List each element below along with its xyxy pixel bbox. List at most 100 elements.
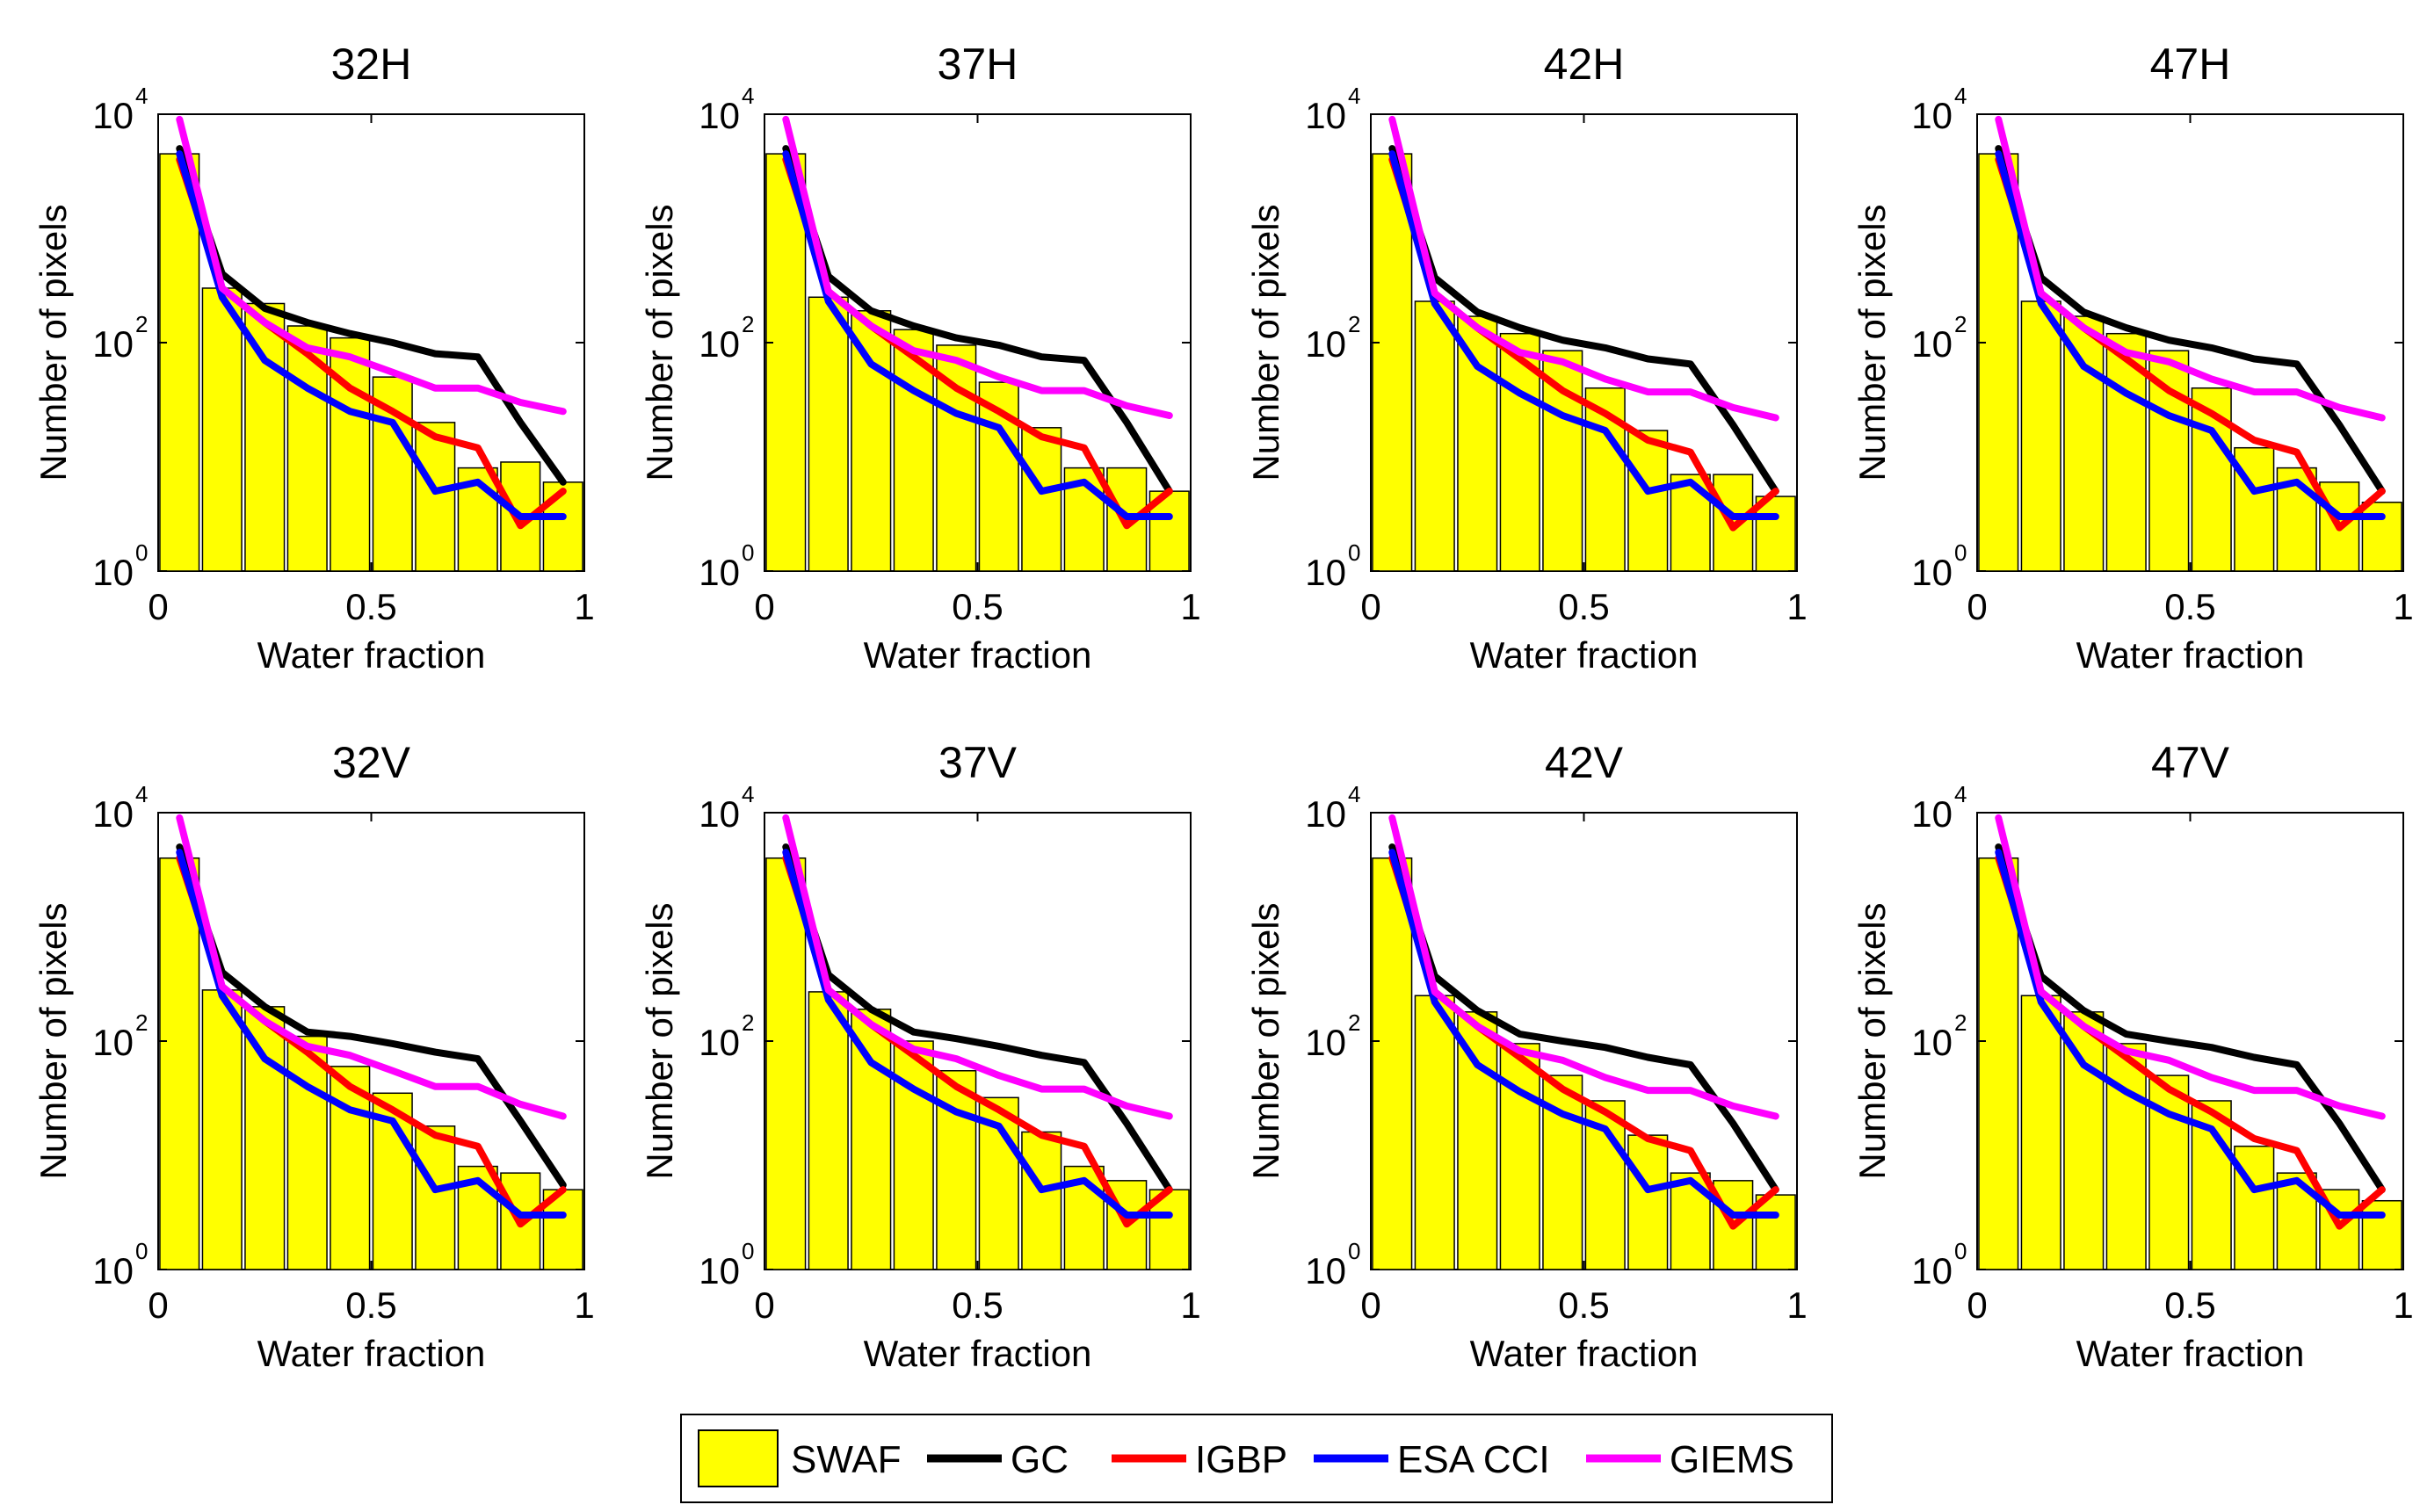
swaf-bar: [808, 991, 849, 1270]
x-axis-label: Water fraction: [864, 1333, 1092, 1374]
y-tick-label: 10 0: [1305, 1238, 1360, 1291]
series-line-esa-cci: [1995, 150, 2386, 520]
swaf-bar: [1414, 995, 1455, 1270]
y-tick-exp: 4: [1348, 83, 1360, 109]
swaf-bar: [415, 1125, 456, 1270]
panel-title: 42V: [1545, 738, 1624, 787]
y-tick-exp: 0: [135, 1238, 148, 1264]
x-axis-label: Water fraction: [2076, 634, 2305, 676]
swaf-bar: [1457, 1011, 1498, 1270]
y-tick-base: 10: [699, 793, 740, 835]
y-axis-label: Number of pixels: [1245, 204, 1286, 481]
y-tick-exp: 0: [742, 1238, 754, 1264]
y-tick-base: 10: [92, 793, 134, 835]
swaf-bar: [1021, 1131, 1062, 1270]
x-tick-label: 1: [1786, 1284, 1807, 1326]
y-tick-base: 10: [1305, 95, 1346, 136]
series-line-gc: [176, 145, 567, 486]
legend: SWAF GC IGBP ESA CCI GIEMS: [680, 1414, 1833, 1503]
legend-label: IGBP: [1195, 1438, 1287, 1481]
swaf-bar: [1457, 315, 1498, 572]
swaf-bar: [1372, 857, 1413, 1270]
y-tick-exp: 4: [1954, 781, 1967, 807]
swaf-bar: [201, 989, 243, 1270]
y-tick-base: 10: [92, 552, 134, 593]
y-tick-label: 10 2: [92, 1009, 148, 1063]
series-line-gc: [1388, 145, 1779, 496]
y-tick-exp: 0: [1954, 1238, 1967, 1264]
y-tick-label: 10 4: [1911, 83, 1967, 136]
y-tick-base: 10: [92, 1022, 134, 1063]
swaf-bar: [1755, 1194, 1796, 1270]
y-tick-exp: 2: [1954, 311, 1967, 337]
y-axis-label: Number of pixels: [639, 902, 680, 1179]
series-line-esa-cci: [1388, 849, 1779, 1219]
series-line-giems: [1995, 115, 2386, 422]
swaf-bar: [244, 302, 286, 572]
y-tick-label: 10 4: [92, 83, 148, 136]
series-line-esa-cci: [176, 849, 567, 1219]
series-line-esa-cci: [1388, 150, 1779, 520]
x-axis-label: Water fraction: [257, 1333, 486, 1374]
x-tick-label: 0: [754, 1284, 774, 1326]
swaf-bar: [851, 310, 892, 572]
panel-title: 37H: [938, 40, 1018, 89]
y-tick-base: 10: [1911, 323, 1953, 365]
y-tick-base: 10: [699, 552, 740, 593]
y-tick-label: 10 0: [1305, 539, 1360, 593]
series-line-gc: [1995, 843, 2386, 1194]
y-tick-exp: 4: [742, 83, 754, 109]
x-axis-label: Water fraction: [1470, 1333, 1699, 1374]
y-axis-label: Number of pixels: [33, 204, 74, 481]
swaf-bar: [808, 296, 849, 572]
series-line-giems: [782, 814, 1173, 1120]
series-line-esa-cci: [176, 150, 567, 520]
y-tick-base: 10: [699, 1250, 740, 1291]
swaf-bar: [1499, 332, 1540, 572]
series-line-giems: [782, 115, 1173, 419]
swaf-bar: [159, 857, 200, 1270]
series-line-giems: [176, 115, 567, 416]
y-tick-label: 10 0: [92, 1238, 148, 1291]
series-line-esa-cci: [782, 150, 1173, 520]
x-tick-label: 0.5: [2164, 586, 2215, 627]
swaf-bar: [1414, 300, 1455, 572]
x-tick-label: 1: [1786, 586, 1807, 627]
legend-item-igbp: IGBP: [1112, 1438, 1287, 1481]
y-tick-label: 10 0: [1911, 1238, 1967, 1291]
x-tick-label: 0.5: [1558, 586, 1609, 627]
x-tick-label: 1: [1180, 586, 1200, 627]
x-tick-label: 0: [1967, 1284, 1987, 1326]
series-line-giems: [1995, 814, 2386, 1120]
y-tick-exp: 2: [1954, 1009, 1967, 1036]
y-axis-label: Number of pixels: [639, 204, 680, 481]
x-tick-label: 0: [148, 586, 168, 627]
x-tick-label: 0.5: [952, 1284, 1003, 1326]
x-tick-label: 0: [1967, 586, 1987, 627]
y-tick-exp: 2: [135, 1009, 148, 1036]
panel-title: 37V: [938, 738, 1018, 787]
legend-label: SWAF: [791, 1438, 901, 1481]
y-tick-label: 10 2: [1305, 311, 1360, 365]
y-tick-base: 10: [699, 323, 740, 365]
x-tick-label: 0: [1360, 586, 1380, 627]
y-tick-label: 10 0: [92, 539, 148, 593]
swaf-bar: [1978, 153, 2019, 572]
legend-item-giems: GIEMS: [1586, 1438, 1794, 1481]
swaf-bar: [2020, 995, 2061, 1270]
y-tick-label: 10 4: [699, 781, 754, 835]
panel-title: 42H: [1544, 40, 1625, 89]
y-tick-base: 10: [1911, 1022, 1953, 1063]
series-line-gc: [176, 843, 567, 1189]
y-tick-label: 10 2: [92, 311, 148, 365]
x-tick-label: 0.5: [2164, 1284, 2215, 1326]
y-tick-exp: 2: [1348, 311, 1360, 337]
y-tick-exp: 4: [1954, 83, 1967, 109]
x-axis-label: Water fraction: [257, 634, 486, 676]
swaf-bar: [936, 344, 977, 572]
y-tick-label: 10 4: [92, 781, 148, 835]
legend-label: ESA CCI: [1397, 1438, 1550, 1481]
